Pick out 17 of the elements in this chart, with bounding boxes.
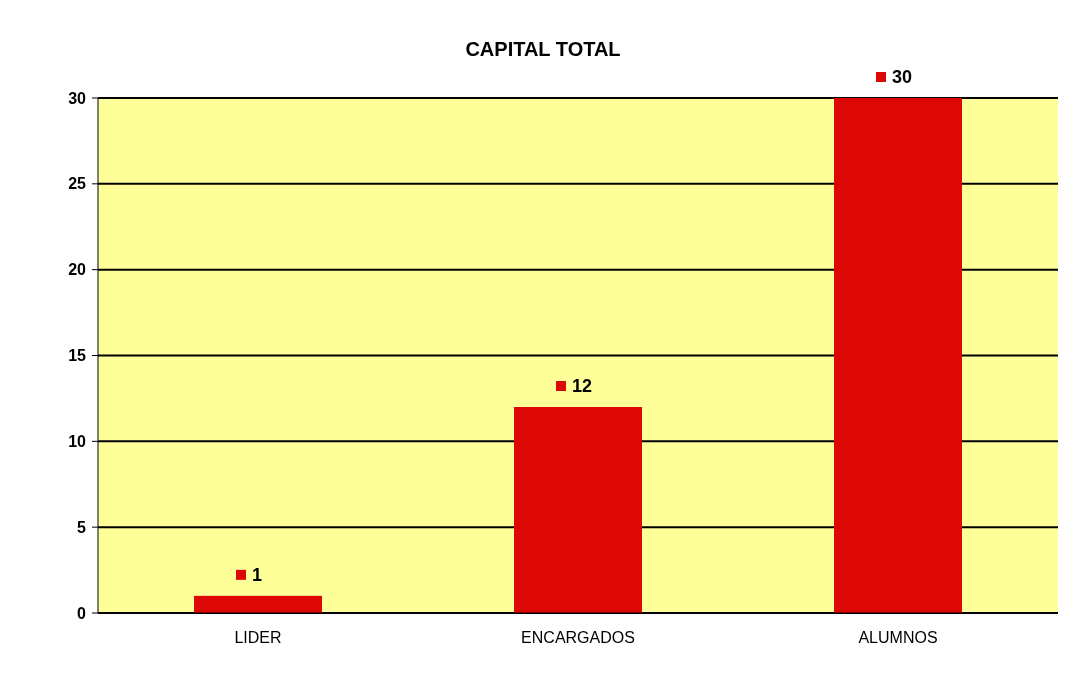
x-tick-label: LIDER [234, 629, 282, 646]
y-tick-label: 30 [68, 89, 87, 107]
chart-title: CAPITAL TOTAL [465, 38, 621, 60]
y-tick-label: 20 [68, 261, 87, 279]
data-label: 30 [892, 67, 913, 88]
bar [194, 595, 322, 613]
y-tick-label: 0 [77, 604, 87, 622]
x-tick-label: ENCARGADOS [521, 629, 635, 646]
bar [514, 407, 642, 613]
bar [834, 98, 962, 613]
y-tick-label: 5 [77, 518, 87, 536]
y-tick-label: 15 [68, 347, 87, 365]
data-label: 12 [572, 376, 593, 397]
y-tick-label: 25 [68, 175, 87, 193]
data-label: 1 [252, 565, 263, 586]
y-tick-label: 10 [68, 432, 87, 450]
x-tick-label: ALUMNOS [858, 629, 938, 646]
